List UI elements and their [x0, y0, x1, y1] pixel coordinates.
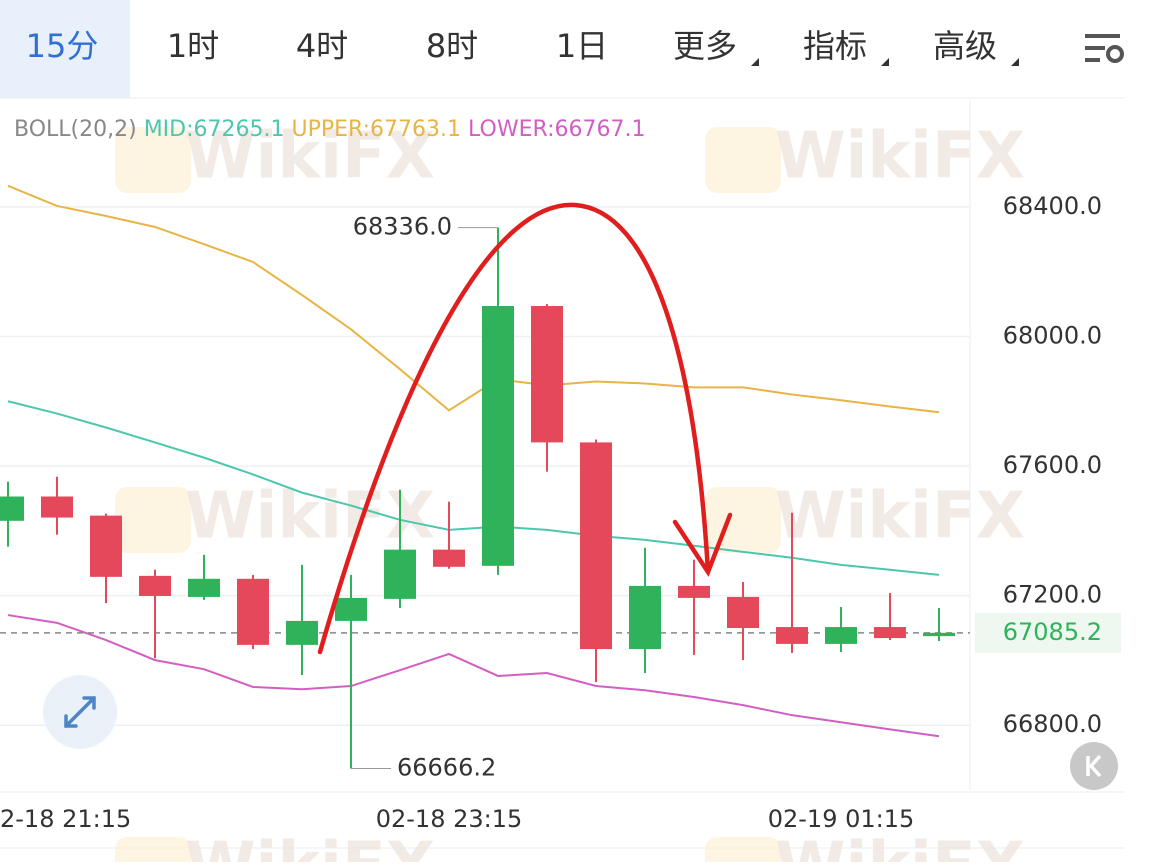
- x-tick-label: 02-19 01:15: [768, 805, 915, 833]
- watermark-logo: [115, 127, 191, 193]
- y-tick-label: 67200.0: [1003, 581, 1102, 609]
- watermark: WikiFX: [185, 830, 435, 862]
- candle-body: [923, 632, 955, 637]
- boll-line: [7, 400, 940, 576]
- settings-icon[interactable]: [1085, 34, 1124, 63]
- candle-body: [286, 620, 318, 645]
- tab-dropdown-caret: [881, 58, 889, 66]
- watermark: WikiFX: [775, 120, 1025, 194]
- candle-body: [41, 496, 73, 518]
- y-tick-label: 68000.0: [1003, 321, 1102, 349]
- hand-drawn-arrow: [317, 202, 733, 655]
- legend-entry: LOWER:66767.1: [468, 117, 645, 142]
- candle-body: [0, 496, 24, 521]
- tab-bar: [0, 0, 1170, 98]
- boll-line: [7, 184, 940, 414]
- legend-entry: UPPER:67763.1: [292, 117, 462, 142]
- plot: 66800.0 67200.0 67600.0 68000.0 68400.0 BOLL(…: [0, 117, 1121, 782]
- tab-dropdown-caret: [751, 58, 759, 66]
- tab[interactable]: 15分: [26, 27, 99, 65]
- watermarks: WikiFX WikiFX WikiFX WikiFX WikiFX WikiFX: [115, 120, 1025, 866]
- tab[interactable]: 指标: [803, 27, 867, 65]
- candle-body: [237, 578, 269, 645]
- watermark-logo: [705, 487, 781, 553]
- candle-body: [90, 515, 122, 577]
- tab[interactable]: 8时: [426, 27, 478, 65]
- candle-body: [629, 585, 661, 650]
- watermark: WikiFX: [185, 120, 435, 194]
- candle-body: [678, 585, 710, 598]
- candle-body: [384, 549, 416, 599]
- boll-line: [7, 614, 940, 738]
- tab[interactable]: 更多: [673, 27, 737, 65]
- candle-body: [580, 442, 612, 650]
- indicator-legend: BOLL(20,2) MID:67265.1 UPPER:67763.1 LOW…: [14, 117, 646, 142]
- tab[interactable]: 1日: [556, 27, 608, 65]
- active-tab-bg: [0, 0, 130, 98]
- min-label: 66666.2: [397, 754, 496, 782]
- y-tick-label: 68400.0: [1003, 192, 1102, 220]
- candle-body: [874, 627, 906, 639]
- tab-dropdown-caret: [1011, 58, 1019, 66]
- x-tick-label: 02-18 23:15: [376, 805, 523, 833]
- reset-button[interactable]: [1070, 742, 1118, 790]
- watermark-logo: [705, 837, 781, 866]
- y-tick-label: 67600.0: [1003, 451, 1102, 479]
- watermark-logo: [115, 487, 191, 553]
- candle-body: [531, 306, 563, 443]
- y-tick-label: 66800.0: [1003, 710, 1102, 738]
- x-tick-label: 2-18 21:15: [0, 805, 131, 833]
- candle-body: [433, 549, 465, 567]
- watermark-logo: [705, 127, 781, 193]
- candle-body: [335, 597, 367, 621]
- candle-body: [776, 627, 808, 644]
- legend-entry: MID:67265.1: [144, 117, 285, 142]
- candle-body: [139, 575, 171, 596]
- watermark: WikiFX: [775, 830, 1025, 862]
- last-price-box: [975, 612, 1121, 653]
- candle-body: [727, 596, 759, 629]
- candle-body: [188, 578, 220, 597]
- watermark: WikiFX: [185, 480, 435, 554]
- candle-body: [482, 306, 514, 566]
- expand-button[interactable]: [43, 675, 117, 749]
- max-label: 68336.0: [353, 213, 452, 241]
- tab[interactable]: 高级: [933, 27, 997, 65]
- tab[interactable]: 4时: [296, 27, 348, 65]
- watermark-logo: [115, 837, 191, 866]
- watermark: WikiFX: [775, 480, 1025, 554]
- legend-entry: BOLL(20,2): [14, 117, 137, 142]
- tab[interactable]: 1时: [167, 27, 219, 65]
- last-price-label: 67085.2: [1003, 618, 1102, 646]
- candle-body: [825, 627, 857, 644]
